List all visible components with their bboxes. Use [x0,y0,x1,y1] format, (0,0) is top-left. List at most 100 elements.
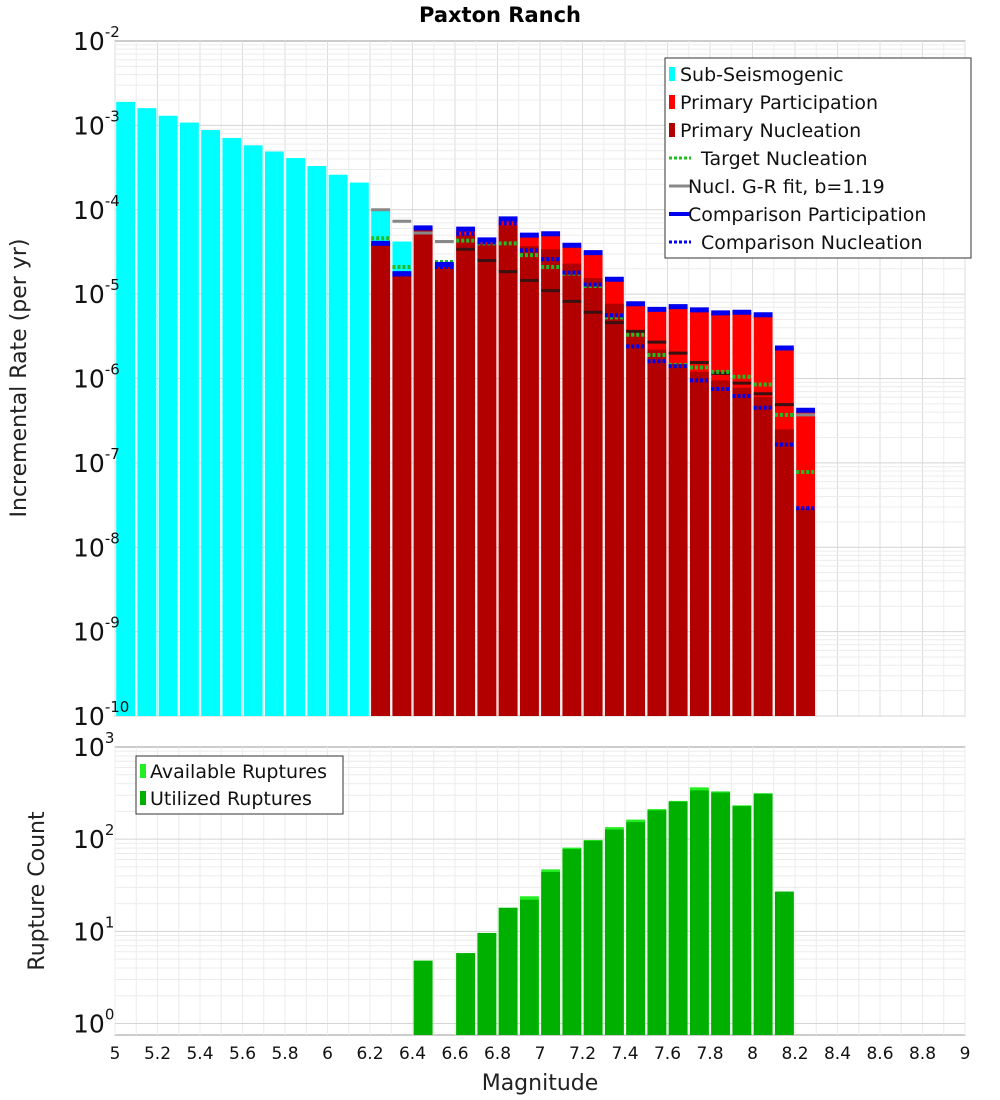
utilized-ruptures-bar [668,801,688,1035]
utilized-ruptures-bar [732,806,752,1035]
x-tick-label: 6.8 [484,1044,511,1064]
legend-swatch [669,67,675,81]
x-tick-label: 6.2 [356,1044,383,1064]
utilized-ruptures-bar [541,872,561,1035]
legend-frame [135,755,344,815]
rate-plot: 10-10 10-9 10-8 10-7 10-6 10-5 10-4 10-3 10-2 Pa… [7,3,972,731]
primary-nucleation-bar [562,263,582,716]
x-tick-label: 5 [110,1044,121,1064]
primary-nucleation-bar [689,371,709,716]
y-tick-exponent: -6 [105,361,120,379]
y-tick-exponent: -8 [105,529,120,547]
primary-nucleation-bar [413,228,433,716]
x-axis-label: Magnitude [482,1071,599,1096]
utilized-ruptures-bar [604,829,624,1035]
legend-label: Sub-Seismogenic [680,64,844,86]
y-axis-label-count: Rupture Count [25,811,50,971]
y-tick-label: 101 [73,913,114,946]
x-tick-label: 7.4 [611,1044,638,1064]
y-tick-label: 102 [73,821,114,854]
y-tick-label: 10-6 [73,361,120,394]
sub-seismogenic-bar [286,158,306,716]
y-tick-label: 10-10 [73,698,129,731]
legend-label: Primary Participation [680,92,878,114]
y-tick-exponent: -10 [105,698,130,716]
utilized-ruptures-bar [753,793,773,1035]
sub-seismogenic-bar [349,182,369,716]
x-tick-label: 7.6 [654,1044,681,1064]
primary-nucleation-bar [456,235,476,716]
legend-swatch [140,791,146,805]
y-tick-exponent: 3 [105,729,115,747]
legend-label: Nucl. G-R fit, b=1.19 [688,176,885,198]
utilized-ruptures-bar [711,792,731,1035]
y-tick-label: 10-4 [73,192,120,225]
legend-label: Utilized Ruptures [150,788,312,810]
primary-nucleation-bar [732,387,752,716]
utilized-ruptures-bar [774,891,794,1035]
rate-legend: Sub-Seismogenic Primary Participation Prim… [664,57,972,259]
y-tick-exponent: -2 [105,23,120,41]
y-tick-exponent: -5 [105,276,120,294]
x-tick-label: 8.2 [781,1044,808,1064]
x-tick-label: 5.4 [186,1044,213,1064]
legend-swatch [669,123,675,137]
primary-nucleation-bar [796,508,816,716]
y-tick-label: 103 [73,729,114,762]
utilized-ruptures-bar [562,849,582,1035]
rate-plot-bars [116,101,816,717]
sub-seismogenic-bar [222,137,242,717]
x-tick-label: 6.6 [441,1044,468,1064]
x-tick-label: 8.8 [909,1044,936,1064]
sub-seismogenic-bar [243,145,263,717]
y-tick-label: 100 [73,1005,114,1038]
primary-nucleation-bar [541,249,561,716]
x-tick-label: 8.4 [824,1044,851,1064]
primary-nucleation-bar [626,329,646,716]
primary-nucleation-bar [668,363,688,716]
x-tick-label: 9 [960,1044,971,1064]
y-tick-label: 10-9 [73,614,120,647]
y-tick-exponent: 0 [105,1005,115,1023]
y-tick-label: 10-7 [73,445,120,478]
sub-seismogenic-bar [158,115,178,716]
primary-nucleation-bar [774,429,794,716]
sub-seismogenic-bar [137,108,157,717]
sub-seismogenic-bar [307,166,327,717]
y-tick-exponent: 1 [105,913,115,931]
primary-nucleation-bar [392,274,412,716]
primary-nucleation-bar [371,243,391,717]
utilized-ruptures-bar [456,953,476,1035]
y-axis-label-rate: Incremental Rate (per yr) [7,239,32,518]
legend-label: Comparison Nucleation [701,232,923,254]
x-tick-label: 6 [322,1044,333,1064]
y-tick-label: 10-2 [73,23,120,56]
legend-label: Target Nucleation [700,148,868,170]
y-tick-exponent: -3 [105,107,120,125]
legend-frame [664,57,972,259]
y-tick-label: 10-3 [73,107,120,140]
x-tick-label: 6.4 [399,1044,426,1064]
primary-nucleation-bar [711,380,731,716]
legend-label: Primary Nucleation [680,120,861,142]
rate-plot-lines [371,208,816,511]
x-tick-label: 8 [747,1044,758,1064]
y-tick-exponent: -7 [105,445,120,463]
x-tick-label: 5.2 [144,1044,171,1064]
x-axis-ticks: 5 5.2 5.4 5.6 5.8 6 6.2 6.4 6.6 6.8 7 7.2 7.4 7.6 7.8 8… [110,1044,971,1064]
y-tick-exponent: -9 [105,614,120,632]
x-tick-label: 7.8 [696,1044,723,1064]
sub-seismogenic-bar [201,130,221,717]
legend-swatch [669,95,675,109]
y-tick-exponent: 2 [105,821,115,839]
legend-label: Available Ruptures [150,761,327,783]
x-tick-label: 7 [535,1044,546,1064]
primary-nucleation-bar [647,349,667,716]
utilized-ruptures-bar [519,899,539,1035]
primary-nucleation-bar [434,266,454,716]
y-tick-label: 10-5 [73,276,120,309]
x-tick-label: 8.6 [866,1044,893,1064]
